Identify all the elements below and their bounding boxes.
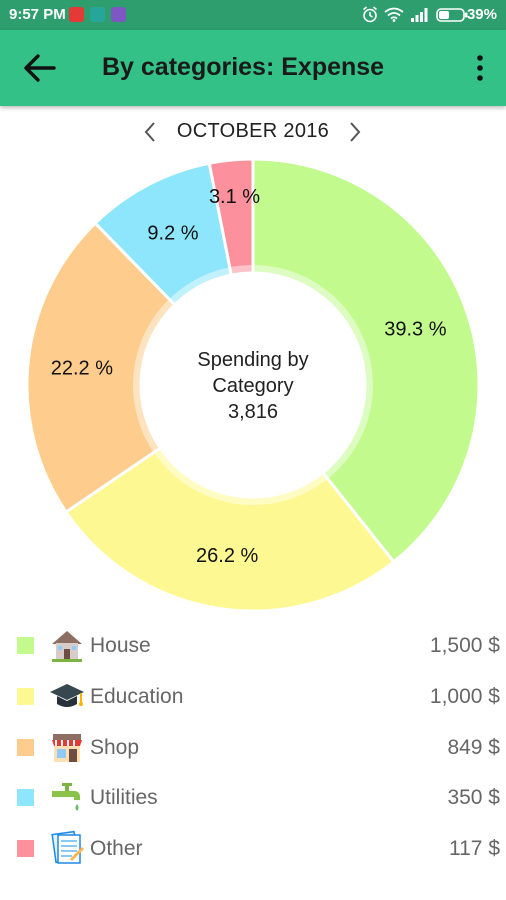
- month-navigator: OCTOBER 2016: [0, 116, 506, 148]
- legend-row-utilities[interactable]: Utilities 350 $: [0, 774, 506, 820]
- app-notification-icon: [111, 7, 126, 22]
- legend-category-name: House: [90, 634, 151, 658]
- legend-swatch: [17, 840, 34, 857]
- legend-swatch: [17, 789, 34, 806]
- legend-row-house[interactable]: House 1,500 $: [0, 622, 506, 668]
- legend-category-name: Utilities: [90, 786, 158, 810]
- page-title: By categories: Expense: [102, 53, 384, 82]
- expense-donut-chart[interactable]: 39.3 % 26.2 % 22.2 % 9.2 % 3.1 % Spending by…: [0, 150, 506, 620]
- legend-row-education[interactable]: Education 1,000 $: [0, 673, 506, 719]
- app-notification-icon: [90, 7, 105, 22]
- arrow-left-icon: [18, 48, 62, 88]
- legend-swatch: [17, 637, 34, 654]
- battery-icon: [436, 8, 468, 22]
- slice-percent-label: 9.2 %: [147, 223, 198, 245]
- graduation-cap-icon: [48, 677, 86, 715]
- center-title-line-2: Category: [212, 375, 293, 397]
- legend-amount: 117 $: [449, 837, 500, 861]
- more-vertical-icon: [468, 48, 492, 88]
- slice-percent-label: 26.2 %: [196, 545, 258, 567]
- battery-percent: 39%: [467, 6, 497, 23]
- alarm-icon: [362, 6, 378, 23]
- center-total: 3,816: [228, 401, 278, 423]
- legend-row-other[interactable]: Other 117 $: [0, 825, 506, 871]
- back-button[interactable]: [18, 48, 62, 88]
- slice-percent-label: 3.1 %: [209, 186, 260, 208]
- signal-icon: [410, 7, 430, 22]
- center-title-line-1: Spending by: [197, 349, 308, 371]
- legend-row-shop[interactable]: Shop 849 $: [0, 724, 506, 770]
- legend-amount: 1,500 $: [430, 634, 500, 658]
- legend-amount: 849 $: [447, 736, 500, 760]
- document-icon: [48, 829, 86, 867]
- house-icon: [48, 626, 86, 664]
- wifi-icon: [384, 7, 404, 22]
- status-bar: 9:57 PM 39%: [0, 0, 506, 30]
- legend-category-name: Other: [90, 837, 143, 861]
- slice-percent-label: 39.3 %: [384, 318, 446, 340]
- app-notification-icon: [69, 7, 84, 22]
- legend-amount: 1,000 $: [430, 685, 500, 709]
- slice-percent-label: 22.2 %: [51, 358, 113, 380]
- chevron-right-icon: [343, 116, 367, 148]
- app-bar: By categories: Expense: [0, 30, 506, 106]
- next-month-button[interactable]: [343, 116, 367, 148]
- faucet-icon: [48, 778, 86, 816]
- legend-swatch: [17, 739, 34, 756]
- overflow-menu-button[interactable]: [468, 48, 492, 88]
- legend-swatch: [17, 688, 34, 705]
- legend-category-name: Shop: [90, 736, 139, 760]
- shop-icon: [48, 728, 86, 766]
- legend-amount: 350 $: [447, 786, 500, 810]
- current-month-label: OCTOBER 2016: [0, 120, 506, 143]
- legend-category-name: Education: [90, 685, 183, 709]
- status-time: 9:57 PM: [9, 6, 66, 23]
